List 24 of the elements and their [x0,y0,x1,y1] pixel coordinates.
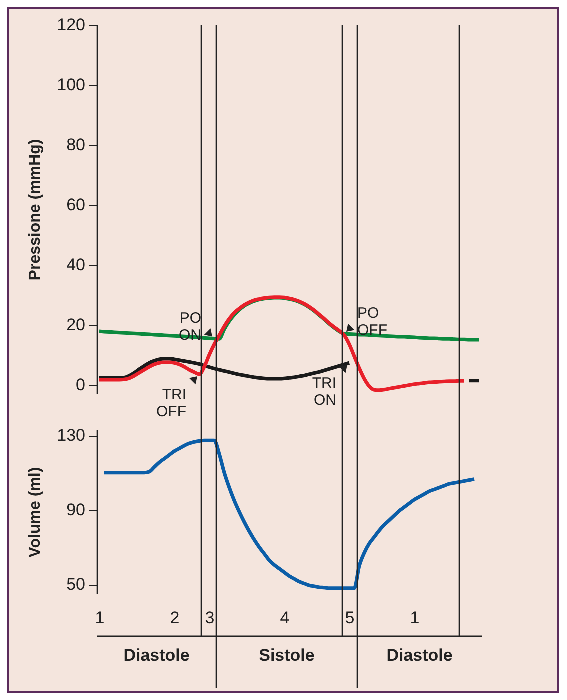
text: Diastole [386,646,453,665]
y-tick-label: 100 [57,76,86,94]
y-tick-label: 120 [57,16,86,34]
x-tick-label: 5 [345,608,355,628]
y-tick-label: 80 [66,136,86,154]
y-tick-label: 0 [76,376,86,394]
data-label: TRI ON [312,375,336,410]
y-tick-label: 90 [66,500,86,520]
y-tick-label: 50 [66,575,86,594]
y-tick-label: 20 [66,316,86,334]
y-axis-title: Pressione (mmHg) [27,139,44,281]
text: Diastole [124,646,190,665]
y-axis-title: Volume (ml) [27,467,44,558]
line-series [102,438,476,590]
data-label: TRI OFF [156,386,186,420]
x-tick-label: 1 [95,608,105,628]
x-tick-label: 4 [280,608,290,628]
y-tick-label: 60 [66,196,86,214]
y-tick-label: 40 [66,256,86,274]
x-tick-label: 2 [170,608,180,628]
text: Sistole [259,646,315,665]
x-tick-label: 1 [410,608,420,628]
x-tick-label: 3 [205,608,215,628]
y-tick-label: 130 [57,426,86,446]
